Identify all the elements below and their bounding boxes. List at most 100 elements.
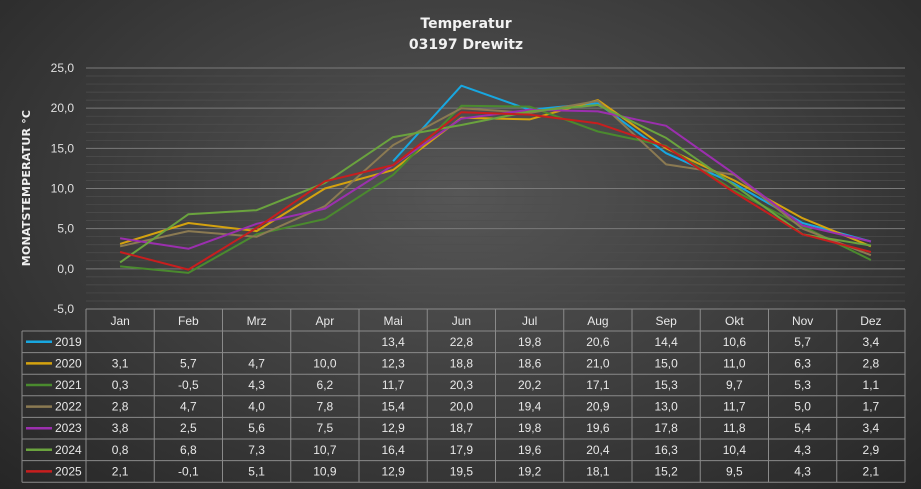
data-label: 16,3: [654, 443, 678, 457]
data-label: 19,8: [518, 421, 542, 435]
data-label: 5,0: [794, 400, 811, 414]
x-tick-label: Feb: [178, 314, 199, 328]
data-label: 3,8: [112, 421, 129, 435]
y-tick-label: 15,0: [51, 141, 75, 155]
data-label: 12,9: [381, 464, 405, 478]
x-tick-label: Mai: [383, 314, 402, 328]
data-label: 5,6: [248, 421, 265, 435]
data-label: 18,7: [450, 421, 474, 435]
data-label: 2,1: [112, 464, 129, 478]
data-label: 10,0: [313, 356, 337, 370]
data-label: 17,9: [450, 443, 474, 457]
data-label: 22,8: [450, 335, 474, 349]
y-tick-label: 20,0: [51, 101, 75, 115]
data-label: 4,7: [180, 400, 197, 414]
data-label: 4,3: [248, 378, 265, 392]
data-label: 2,1: [863, 464, 880, 478]
x-tick-label: Aug: [587, 314, 608, 328]
data-label: 9,7: [726, 378, 743, 392]
x-tick-label: Jul: [522, 314, 537, 328]
legend-label: 2024: [55, 443, 82, 457]
x-tick-label: Mrz: [247, 314, 267, 328]
series-line-2025: [119, 111, 872, 271]
data-label: 11,7: [382, 378, 405, 392]
legend-label: 2019: [55, 335, 82, 349]
data-label: 15,4: [381, 400, 405, 414]
y-axis-title: MONATSTEMPERATUR °C: [20, 110, 33, 266]
data-label: 19,4: [518, 400, 542, 414]
data-label: 20,3: [450, 378, 474, 392]
data-label: 16,4: [381, 443, 405, 457]
y-axis-ticks: -5,0 0,0 5,0 10,0 15,0 20,0 25,0: [51, 61, 75, 316]
data-label: 20,4: [586, 443, 610, 457]
data-label: 11,8: [723, 421, 746, 435]
data-label: 14,4: [654, 335, 678, 349]
data-label: 19,6: [518, 443, 542, 457]
chart-title: Temperatur: [420, 16, 511, 32]
data-label: 12,9: [381, 421, 405, 435]
y-tick-label: 0,0: [57, 262, 74, 276]
data-label: 5,7: [794, 335, 811, 349]
data-label: -0,1: [178, 464, 199, 478]
y-tick-label: 5,0: [57, 222, 74, 236]
data-label: 9,5: [726, 464, 743, 478]
data-label: 19,2: [518, 464, 542, 478]
data-label: 4,7: [248, 356, 265, 370]
data-label: 17,1: [586, 378, 610, 392]
data-label: -0,5: [178, 378, 199, 392]
x-tick-label: Jun: [452, 314, 471, 328]
data-label: 19,5: [450, 464, 474, 478]
data-label: 6,3: [794, 356, 811, 370]
chart-subtitle: 03197 Drewitz: [409, 37, 523, 53]
x-tick-label: Jan: [110, 314, 129, 328]
data-label: 11,7: [723, 400, 746, 414]
data-label: 17,8: [654, 421, 678, 435]
data-label: 15,0: [654, 356, 678, 370]
data-label: 20,6: [586, 335, 610, 349]
data-label: 3,4: [863, 335, 880, 349]
legend-label: 2025: [55, 464, 82, 478]
data-label: 20,0: [450, 400, 474, 414]
data-label: 18,8: [450, 356, 474, 370]
data-label: 0,8: [112, 443, 129, 457]
data-label: 4,0: [248, 400, 265, 414]
x-tick-label: Apr: [316, 314, 335, 328]
data-label: 2,9: [863, 443, 880, 457]
data-label: 13,0: [654, 400, 678, 414]
data-label: 6,2: [317, 378, 334, 392]
data-label: 7,3: [248, 443, 265, 457]
data-label: 18,6: [518, 356, 542, 370]
data-label: 10,7: [313, 443, 337, 457]
data-label: 2,5: [180, 421, 197, 435]
data-label: 21,0: [586, 356, 610, 370]
data-table: Jan Feb Mrz Apr Mai Jun Jul Aug Sep Okt Nov Dez 2019…: [21, 308, 906, 483]
data-label: 5,3: [794, 378, 811, 392]
data-label: 0,3: [112, 378, 129, 392]
data-label: 7,8: [317, 400, 334, 414]
legend-label: 2021: [55, 378, 82, 392]
data-label: 20,9: [586, 400, 610, 414]
x-tick-label: Dez: [860, 314, 881, 328]
y-tick-label: -5,0: [53, 302, 74, 316]
data-label: 2,8: [863, 356, 880, 370]
y-tick-label: 10,0: [51, 182, 75, 196]
data-label: 20,2: [518, 378, 542, 392]
data-label: 12,3: [381, 356, 405, 370]
y-tick-label: 25,0: [51, 61, 75, 75]
data-label: 1,1: [863, 378, 880, 392]
x-tick-label: Okt: [725, 314, 744, 328]
data-label: 18,1: [586, 464, 610, 478]
data-label: 4,3: [794, 464, 811, 478]
gridlines: [86, 67, 905, 310]
series-line-2021: [120, 104, 872, 274]
data-label: 7,5: [317, 421, 334, 435]
data-label: 6,8: [180, 443, 197, 457]
legend-label: 2020: [55, 356, 82, 370]
data-label: 5,7: [180, 356, 197, 370]
data-label: 19,8: [518, 335, 542, 349]
data-label: 3,1: [112, 356, 129, 370]
data-label: 4,3: [794, 443, 811, 457]
legend-label: 2023: [55, 421, 82, 435]
data-label: 3,4: [863, 421, 880, 435]
